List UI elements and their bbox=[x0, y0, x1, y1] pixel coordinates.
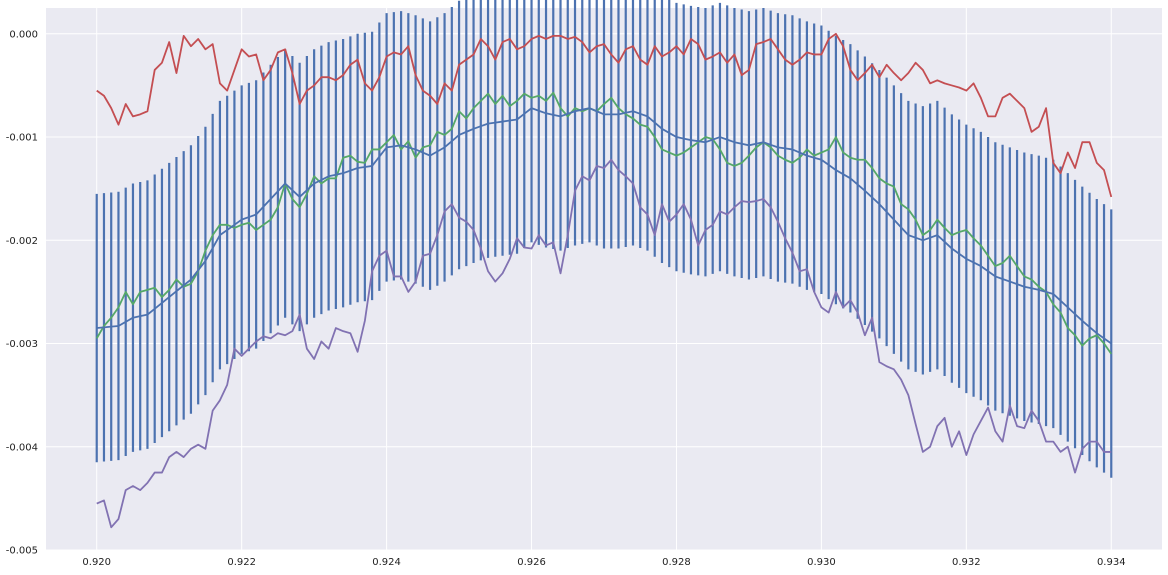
red-series-line bbox=[96, 32, 1113, 198]
x-axis-tick-labels: 0.920 0.922 0.924 0.926 0.928 0.930 0.932 0.934 bbox=[82, 557, 1125, 568]
y-tick-label: -0.005 bbox=[6, 546, 38, 557]
x-tick-label: 0.934 bbox=[1097, 557, 1126, 568]
y-tick-label: -0.003 bbox=[6, 339, 38, 350]
x-tick-label: 0.922 bbox=[227, 557, 256, 568]
x-tick-label: 0.930 bbox=[807, 557, 836, 568]
series-lines bbox=[95, 32, 1113, 529]
y-tick-label: -0.004 bbox=[6, 442, 38, 453]
y-axis-tick-labels: 0.000 -0.001 -0.002 -0.003 -0.004 -0.005 bbox=[6, 29, 38, 556]
green-series-line bbox=[95, 91, 1113, 355]
y-tick-label: -0.002 bbox=[6, 236, 38, 247]
y-tick-label: 0.000 bbox=[9, 29, 38, 40]
purple-series-line bbox=[96, 158, 1112, 529]
y-tick-label: -0.001 bbox=[6, 133, 38, 144]
x-tick-label: 0.932 bbox=[952, 557, 981, 568]
x-tick-label: 0.928 bbox=[662, 557, 691, 568]
x-tick-label: 0.920 bbox=[82, 557, 111, 568]
mean-series-line bbox=[96, 107, 1112, 345]
x-tick-label: 0.926 bbox=[517, 557, 546, 568]
x-tick-label: 0.924 bbox=[372, 557, 401, 568]
